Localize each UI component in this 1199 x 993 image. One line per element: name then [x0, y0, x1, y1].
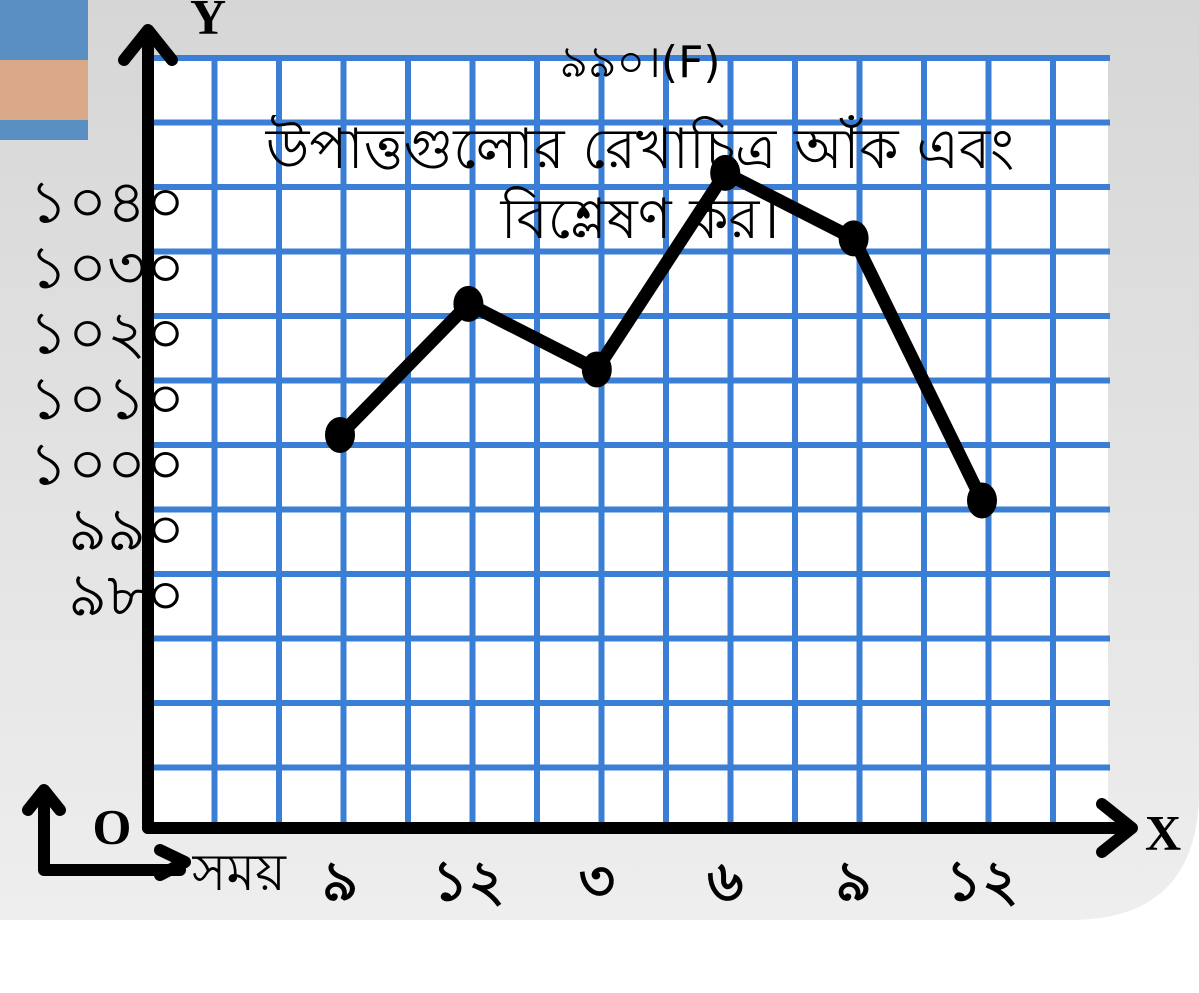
subtitle: ৯৯০।(F)	[420, 35, 860, 90]
y-tick-label: ১০০০	[29, 429, 185, 499]
x-tick-label: ১২	[946, 849, 1019, 914]
point	[967, 482, 997, 518]
title: উপাত্তগুলোর রেখাচিত্র আঁক এবং বিশ্লেষণ ক…	[175, 115, 1105, 255]
photo-hand	[0, 60, 88, 120]
y-tick-label: ১০৩০	[29, 233, 185, 303]
x-tick-label: ৬	[707, 849, 743, 914]
y-tick-label: ১০৪০	[29, 167, 185, 237]
slide: Y X O ৯৯০।(F) উপাত্তগুলোর রেখাচিত্র আঁক …	[0, 0, 1199, 993]
y-tick-label: ৯৮০	[68, 560, 185, 630]
point	[582, 351, 612, 387]
x-tick-label: ৯	[835, 849, 871, 914]
x-axis-letter: X	[1145, 804, 1181, 860]
y-tick-label: ৯৯০	[68, 495, 185, 565]
x-tick-label: ১২	[432, 849, 505, 914]
point	[453, 286, 483, 322]
point	[839, 220, 869, 256]
x-label-box: সময়	[192, 840, 292, 990]
x-tick-label: ৯	[322, 849, 358, 914]
y-axis-letter: Y	[190, 0, 226, 44]
title-box: উপাত্তগুলোর রেখাচিত্র আঁক এবং বিশ্লেষণ ক…	[175, 115, 1105, 275]
point	[710, 155, 740, 191]
subtitle-box: ৯৯০।(F)	[420, 35, 860, 105]
x-tick-label: ৩	[579, 849, 615, 914]
point	[325, 417, 355, 453]
origin-label: O	[93, 798, 132, 854]
x-label: সময়	[192, 840, 292, 908]
y-tick-label: ১০২০	[29, 298, 185, 368]
y-tick-label: ১০১০	[29, 364, 185, 434]
